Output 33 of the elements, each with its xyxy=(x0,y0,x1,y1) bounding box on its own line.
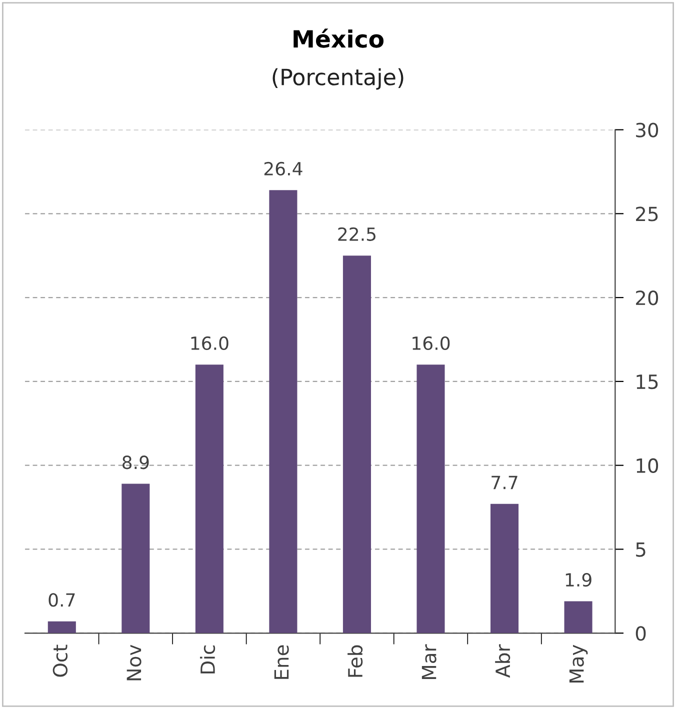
x-tick-label: Abr xyxy=(495,644,510,678)
bar xyxy=(48,621,76,634)
y-tick-label: 5 xyxy=(636,542,646,557)
x-tick-label: Oct xyxy=(52,644,68,677)
bar xyxy=(122,484,150,634)
chart-subtitle: (Porcentaje) xyxy=(272,68,404,90)
x-tick-label: Ene xyxy=(274,645,289,679)
data-label: 1.9 xyxy=(566,572,592,587)
y-tick-label: 0 xyxy=(636,626,646,641)
x-tick-label: Feb xyxy=(348,645,363,677)
x-tick-label: May xyxy=(569,644,588,683)
x-tick-label: Nov xyxy=(126,644,142,680)
bar xyxy=(342,256,371,634)
y-tick-label: 10 xyxy=(636,458,658,474)
y-tick-label: 30 xyxy=(636,122,658,138)
x-tick-label: Dic xyxy=(200,645,216,674)
data-label: 16.0 xyxy=(191,336,228,350)
data-label: 26.4 xyxy=(264,162,302,176)
bar xyxy=(269,190,298,634)
data-label: 0.7 xyxy=(48,593,75,607)
y-tick-label: 15 xyxy=(636,374,658,390)
data-label: 8.9 xyxy=(122,456,149,470)
y-tick-label: 20 xyxy=(636,290,658,306)
data-label: 7.7 xyxy=(492,476,518,490)
chart-title: México xyxy=(294,28,384,48)
y-tick-label: 25 xyxy=(636,206,658,222)
x-tick-label: Mar xyxy=(422,644,436,680)
data-label: 22.5 xyxy=(338,227,376,241)
bar xyxy=(195,364,224,634)
data-label: 16.0 xyxy=(412,336,450,350)
bar xyxy=(564,601,592,634)
bar xyxy=(490,504,519,634)
bar xyxy=(416,364,445,634)
